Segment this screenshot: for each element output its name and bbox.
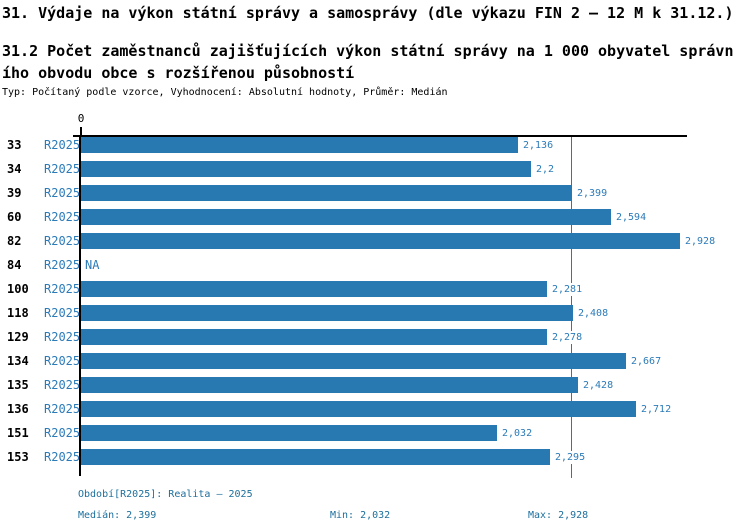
page-title: 31. Výdaje na výkon státní správy a samo… — [2, 4, 734, 22]
value-label: 2,428 — [582, 379, 615, 392]
value-label: 2,667 — [630, 355, 663, 368]
missing-value-label: NA — [85, 258, 100, 272]
footer-median: Medián: 2,399 — [78, 510, 157, 521]
footer-min: Min: 2,032 — [330, 510, 391, 521]
category-label: 39 — [7, 186, 22, 200]
bar — [81, 377, 578, 393]
bar — [81, 161, 531, 177]
footer-max: Max: 2,928 — [528, 510, 589, 521]
series-label: R2025 — [44, 234, 81, 248]
category-label: 33 — [7, 138, 22, 152]
category-label: 82 — [7, 234, 22, 248]
value-label: 2,2 — [535, 163, 556, 176]
bar — [81, 425, 497, 441]
category-label: 84 — [7, 258, 22, 272]
series-label: R2025 — [44, 258, 81, 272]
category-label: 129 — [7, 330, 29, 344]
category-label: 134 — [7, 354, 29, 368]
axis-left-line — [79, 135, 81, 476]
bar — [81, 353, 626, 369]
axis-zero-tick — [80, 127, 82, 136]
indicator-meta: Typ: Počítaný podle vzorce, Vyhodnocení:… — [2, 87, 448, 98]
category-label: 100 — [7, 282, 29, 296]
bar — [81, 209, 611, 225]
series-label: R2025 — [44, 162, 81, 176]
category-label: 135 — [7, 378, 29, 392]
category-label: 34 — [7, 162, 22, 176]
value-label: 2,594 — [615, 211, 648, 224]
series-label: R2025 — [44, 450, 81, 464]
bar — [81, 449, 550, 465]
bar — [81, 281, 547, 297]
series-label: R2025 — [44, 306, 81, 320]
category-label: 151 — [7, 426, 29, 440]
series-label: R2025 — [44, 330, 81, 344]
value-label: 2,408 — [577, 307, 610, 320]
series-label: R2025 — [44, 378, 81, 392]
bar — [81, 233, 680, 249]
series-label: R2025 — [44, 402, 81, 416]
value-label: 2,281 — [551, 283, 584, 296]
footer-period: Období[R2025]: Realita – 2025 — [78, 489, 253, 500]
value-label: 2,399 — [576, 187, 609, 200]
value-label: 2,712 — [640, 403, 673, 416]
value-label: 2,278 — [551, 331, 584, 344]
bar — [81, 305, 573, 321]
category-label: 153 — [7, 450, 29, 464]
series-label: R2025 — [44, 282, 81, 296]
bar — [81, 329, 547, 345]
value-label: 2,295 — [554, 451, 587, 464]
bar — [81, 137, 518, 153]
series-label: R2025 — [44, 186, 81, 200]
value-label: 2,928 — [684, 235, 717, 248]
axis-zero-label: 0 — [77, 112, 85, 125]
value-label: 2,136 — [522, 139, 555, 152]
category-label: 60 — [7, 210, 22, 224]
series-label: R2025 — [44, 138, 81, 152]
category-label: 136 — [7, 402, 29, 416]
axis-top-line — [73, 135, 687, 137]
series-label: R2025 — [44, 426, 81, 440]
series-label: R2025 — [44, 354, 81, 368]
bar — [81, 185, 572, 201]
series-label: R2025 — [44, 210, 81, 224]
category-label: 118 — [7, 306, 29, 320]
indicator-subtitle: 31.2 Počet zaměstnanců zajišťujících výk… — [2, 42, 734, 82]
value-label: 2,032 — [501, 427, 534, 440]
bar — [81, 401, 636, 417]
